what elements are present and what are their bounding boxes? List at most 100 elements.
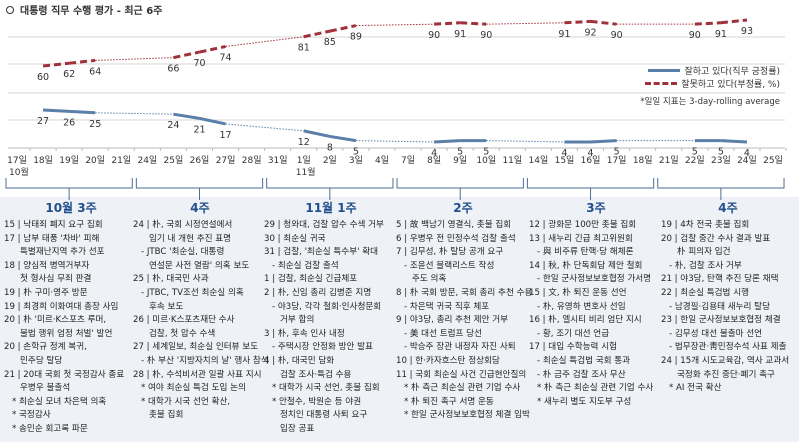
- event-line: * 朴 측근 최순실 관련 기업 수사: [537, 383, 654, 394]
- event-line: - 박승주 장관 내정자 자진 사퇴: [404, 342, 516, 353]
- x-tick-label: 27일: [216, 155, 236, 166]
- negative-line-segment: [694, 21, 721, 26]
- positive-line-segment: [42, 108, 70, 113]
- event-line: 27 | 세계일보, 최순실 인터뷰 보도: [133, 342, 259, 353]
- data-label: 74: [220, 52, 232, 63]
- week-column: 11월 1주 29 | 청와대, 검찰 압수 수색 거부 30 | 최순실 귀국 31…: [264, 199, 398, 437]
- event-line: 13 | 새누리 긴급 최고위원회: [529, 233, 633, 244]
- event-line: 7 | 김무성, 朴 탈당 공개 요구: [396, 247, 504, 258]
- negative-line-segment: [720, 18, 748, 25]
- data-label: 93: [741, 26, 753, 37]
- month-label: 10월: [9, 166, 29, 178]
- x-tick-label: 4일: [375, 155, 389, 166]
- x-tick-label: 24일: [737, 155, 757, 166]
- data-label: 92: [584, 27, 596, 38]
- x-tick-label: 15일: [555, 155, 575, 166]
- event-line: 12 | 광화문 100만 촛불 집회: [529, 220, 637, 230]
- data-label: 17: [220, 130, 232, 141]
- data-label: 91: [454, 29, 466, 40]
- negative-line-segment: [329, 24, 357, 33]
- event-line: 26 | 미르·K스포츠재단 수사: [133, 315, 235, 326]
- event-line: * 송민순 회고록 파문: [12, 423, 88, 434]
- positive-line-segment: [173, 112, 200, 120]
- event-line: 16 | 朴, 엘시티 비리 엄단 지시: [529, 315, 642, 326]
- positive-line-segment: [486, 140, 565, 143]
- data-label: 4: [744, 148, 750, 159]
- week-column: 4주 19 | 4차 전국 촛불 집회 20 | 검찰 중간 수사 결과 발표 朴 피…: [661, 199, 795, 396]
- event-line: * 국정감사: [12, 410, 51, 421]
- event-line: 주도 의혹: [412, 274, 447, 285]
- event-line: * AI 전국 확산: [669, 383, 722, 394]
- legend-item-negative: 잘못하고 있다(부정률, %): [640, 77, 780, 90]
- event-line: 임기 내 개헌 추진 표명: [149, 233, 232, 244]
- x-tick-label: 20일: [85, 155, 105, 166]
- x-tick-label: 7일: [401, 155, 415, 166]
- week-header: 11월 1주: [305, 201, 357, 215]
- event-line: 첫 형사심 무죄 판결: [20, 274, 92, 285]
- event-line: 20 | 朴 '미르·K스포츠 루머,: [4, 315, 107, 326]
- event-line: * 朴 측근 최순실 관련 기업 수사: [404, 383, 521, 394]
- week-header: 2주: [453, 201, 473, 215]
- event-line: 1 | 검찰, 최순실 긴급체포: [264, 274, 358, 285]
- x-tick-label: 23일: [711, 155, 731, 166]
- week-header: 4주: [190, 201, 210, 215]
- week-bracket: [5, 178, 133, 189]
- event-line: 10 | 한·카자흐스탄 정상회담: [396, 355, 500, 366]
- data-label: 89: [350, 32, 362, 43]
- week-bracket: [396, 178, 524, 189]
- event-line: - 朴 부산 '지방자치의 날' 행사 참석: [141, 355, 269, 366]
- week-header: 3주: [586, 201, 606, 215]
- legend: 잘하고 있다(직무 긍정률) 잘못하고 있다(부정률, %): [640, 64, 780, 90]
- footnote: *일일 지표는 3-day-rolling average: [640, 97, 780, 107]
- event-line: * 대학가 시국 선언 확산,: [141, 396, 231, 407]
- data-label: 64: [89, 66, 101, 77]
- event-line: 우병우 불출석: [20, 383, 71, 394]
- event-line: 28 | 朴, 수석비서관 일괄 사표 지시: [133, 369, 262, 380]
- x-tick-label: 25일: [164, 155, 184, 166]
- event-line: 11 | 국회 최순실 사건 긴급현안질의: [396, 369, 527, 380]
- data-label: 5: [692, 147, 698, 158]
- event-line: - 법무장관·靑민정수석 사표 제출: [669, 342, 787, 353]
- event-line: * 안철수, 박원순 등 야권: [272, 396, 362, 407]
- chart-title: 대통령 직무 수행 평가 - 최근 6주: [6, 2, 162, 17]
- data-label: 26: [63, 117, 75, 128]
- positive-line-segment: [720, 139, 748, 144]
- data-label: 8: [327, 142, 333, 153]
- event-line: 9 | 야3당, 총리 추천 제안 거부: [396, 315, 509, 326]
- legend-label: 잘못하고 있다(부정률, %): [681, 80, 780, 90]
- x-tick-label: 18일: [633, 155, 653, 166]
- positive-line-segment: [69, 109, 96, 115]
- negative-line-segment: [303, 29, 331, 39]
- x-tick-label: 3일: [349, 155, 363, 166]
- x-tick-label: 10일: [476, 155, 496, 166]
- event-line: 14 | 秋, 朴 단독회담 제안 철회: [529, 260, 643, 271]
- event-line: 특별재난지역 추가 선포: [20, 247, 105, 258]
- x-tick-label: 9일: [453, 155, 467, 166]
- event-line: * 최순실 모녀 차은택 의혹: [12, 396, 107, 407]
- event-line: 朴 피의자 입건: [677, 247, 731, 258]
- event-line: * 여야 최순실 특검 도입 논의: [141, 383, 246, 394]
- positive-line-segment: [225, 123, 304, 132]
- negative-line-segment: [199, 45, 226, 54]
- data-label: 90: [480, 30, 492, 41]
- data-label: 70: [193, 58, 205, 69]
- x-tick-label: 1일: [297, 155, 311, 166]
- negative-line-segment: [225, 36, 304, 47]
- title-text: 대통령 직무 수행 평가 - 최근 6주: [20, 6, 163, 17]
- data-label: 25: [89, 119, 101, 130]
- event-line: 3 | 朴, 후속 인사 내정: [264, 328, 345, 339]
- event-line: - 朴, 검찰 조사 거부: [669, 260, 742, 271]
- event-line: 24 | 朴, 국회 시정연설에서: [133, 220, 233, 230]
- dashed-line-swatch: [645, 82, 678, 85]
- event-line: * 새누리 별도 지도부 구성: [537, 396, 632, 407]
- data-label: 5: [457, 147, 463, 158]
- data-label: 5: [353, 147, 359, 158]
- event-line: 검찰 조사·특검 수용: [280, 369, 352, 380]
- data-label: 5: [483, 147, 489, 158]
- x-tick-label: 17일: [7, 155, 27, 166]
- negative-line-segment: [68, 58, 96, 65]
- event-line: 19 | 4차 전국 촛불 집회: [661, 220, 750, 230]
- event-line: 21 | 야3당, 탄핵 추진 당론 채택: [661, 274, 779, 285]
- event-line: 정치인 대통령 사퇴 요구: [280, 410, 368, 421]
- x-tick-label: 8일: [427, 155, 441, 166]
